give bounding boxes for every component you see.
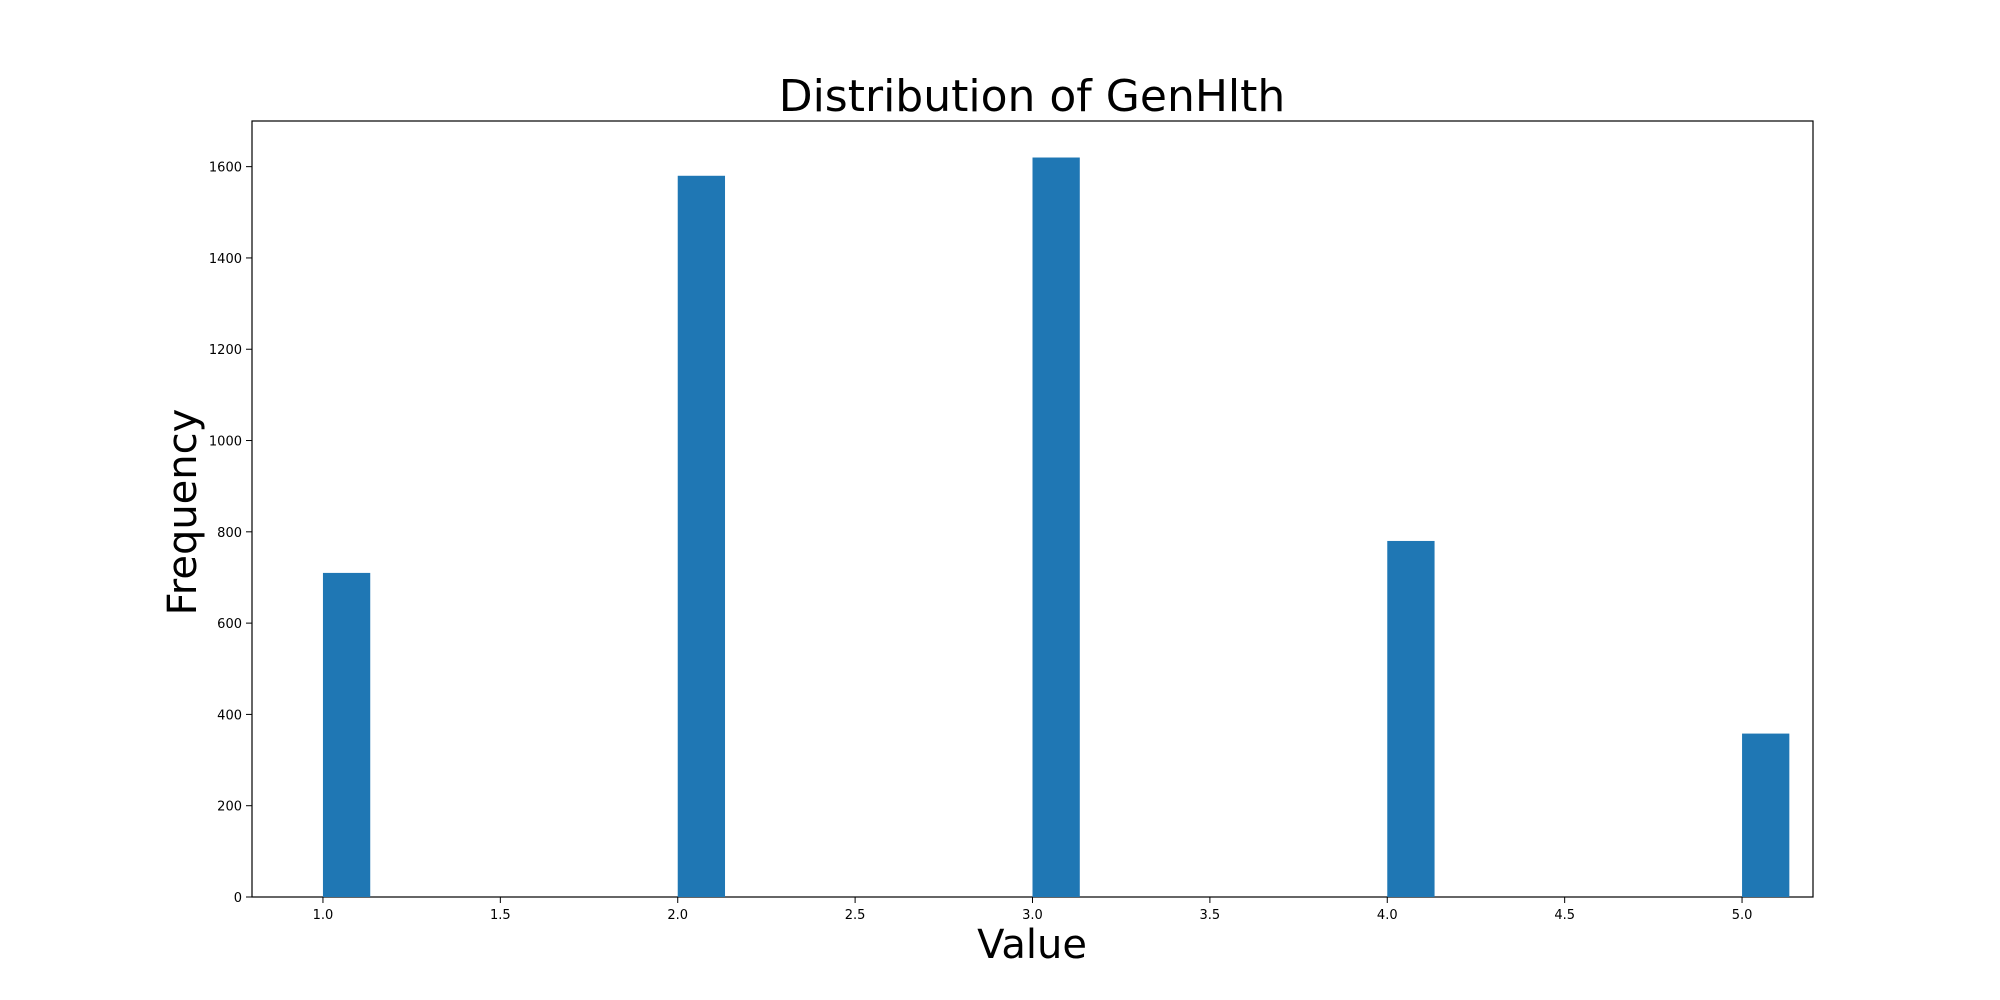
y-axis-title: Frequency — [160, 409, 206, 616]
y-tick-label-8: 1600 — [209, 161, 242, 176]
bar-1 — [677, 175, 726, 897]
bar-2 — [1032, 157, 1080, 897]
x-tick-label-4: 3.0 — [1022, 908, 1043, 923]
y-tick-label-3: 600 — [217, 617, 242, 632]
y-tick-label-4: 800 — [217, 526, 242, 541]
bars-group — [322, 157, 1790, 897]
plot-area: 1.0 1.5 2.0 2.5 3.0 3.5 4.0 4.5 5.0 0 200 400 600 80… — [209, 120, 1814, 923]
bar-4 — [1742, 733, 1790, 897]
x-tick-label-3: 2.5 — [845, 908, 866, 923]
chart-title: Distribution of GenHlth — [779, 71, 1286, 122]
y-tick-label-0: 0 — [234, 891, 242, 906]
y-tick-label-1: 200 — [217, 800, 242, 815]
bar-0 — [322, 572, 371, 897]
x-tick-label-5: 3.5 — [1200, 908, 1221, 923]
x-tick-label-0: 1.0 — [313, 908, 334, 923]
bar-3 — [1387, 540, 1435, 897]
y-tick-label-7: 1400 — [209, 252, 242, 267]
x-axis-ticks: 1.0 1.5 2.0 2.5 3.0 3.5 4.0 4.5 5.0 — [313, 897, 1753, 923]
x-tick-label-6: 4.0 — [1377, 908, 1398, 923]
y-tick-label-5: 1000 — [209, 435, 242, 450]
y-axis-ticks: 0 200 400 600 800 1000 1200 1400 1600 — [209, 161, 252, 906]
y-tick-label-2: 400 — [217, 708, 242, 723]
x-tick-label-2: 2.0 — [667, 908, 688, 923]
x-tick-label-7: 4.5 — [1554, 908, 1575, 923]
x-tick-label-8: 5.0 — [1732, 908, 1753, 923]
x-axis-title: Value — [977, 922, 1087, 968]
x-tick-label-1: 1.5 — [490, 908, 511, 923]
y-tick-label-6: 1200 — [209, 343, 242, 358]
